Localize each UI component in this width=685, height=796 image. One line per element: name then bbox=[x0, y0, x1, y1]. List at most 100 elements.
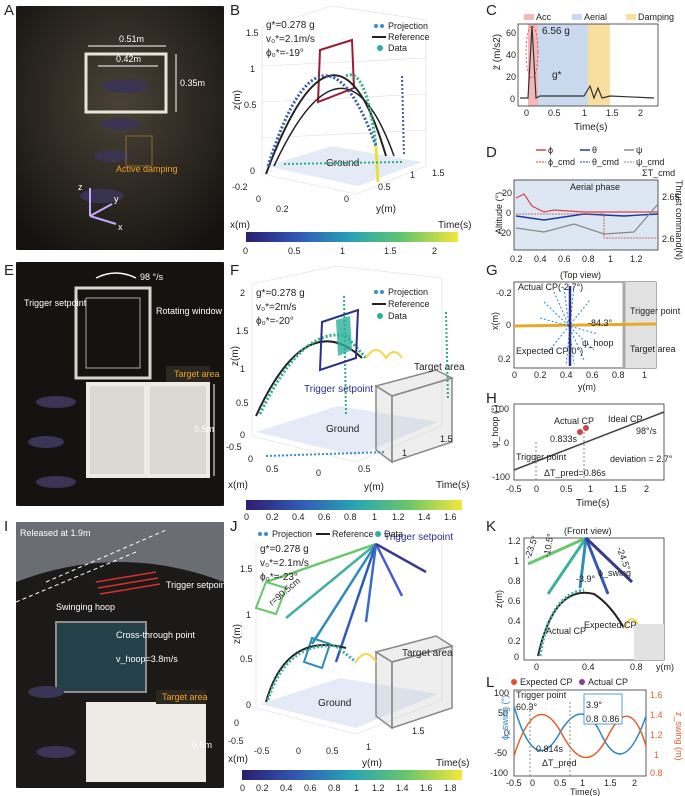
l-angle: 60.3° bbox=[516, 702, 538, 712]
svg-text:0.8: 0.8 bbox=[344, 512, 357, 522]
svg-text:0: 0 bbox=[246, 700, 251, 710]
svg-text:1: 1 bbox=[340, 246, 345, 256]
h-dt1: 0.833s bbox=[550, 434, 578, 444]
svg-text:1.4: 1.4 bbox=[418, 512, 431, 522]
svg-text:1.5: 1.5 bbox=[236, 326, 249, 336]
b-colorbar-title: Time(s) bbox=[438, 220, 472, 231]
svg-text:0.8: 0.8 bbox=[508, 576, 521, 586]
b-legend-projection: Projection bbox=[388, 21, 428, 31]
svg-text:θ: θ bbox=[592, 145, 597, 155]
svg-text:0.2: 0.2 bbox=[508, 636, 521, 646]
panel-label-l: L bbox=[486, 674, 495, 691]
i-released: Released at 1.9m bbox=[20, 528, 91, 538]
svg-text:0.5: 0.5 bbox=[326, 746, 339, 756]
svg-text:Data: Data bbox=[388, 311, 407, 321]
svg-text:0.4: 0.4 bbox=[534, 254, 547, 264]
svg-text:0: 0 bbox=[504, 438, 509, 448]
svg-text:1: 1 bbox=[354, 783, 359, 793]
svg-text:0.6: 0.6 bbox=[558, 254, 571, 264]
svg-text:0: 0 bbox=[506, 208, 511, 218]
svg-text:z(m): z(m) bbox=[232, 90, 243, 110]
svg-text:-0.5: -0.5 bbox=[226, 442, 242, 452]
svg-text:z_swing (m): z_swing (m) bbox=[674, 712, 684, 761]
ground-label: Ground bbox=[326, 158, 359, 169]
svg-text:z(m): z(m) bbox=[232, 624, 243, 644]
axis-x: x bbox=[118, 222, 123, 232]
svg-text:Projection: Projection bbox=[388, 287, 428, 297]
f-target: Target area bbox=[414, 362, 465, 373]
svg-text:x(m): x(m) bbox=[228, 754, 248, 765]
b-legend-data: Data bbox=[388, 43, 407, 53]
f-param-phi: ϕ₀*=-20° bbox=[256, 316, 294, 327]
photo-panel-a: 0.51m 0.42m 0.35m Active damping z y x bbox=[16, 6, 224, 250]
svg-text:1: 1 bbox=[246, 610, 251, 620]
e-target: Target area bbox=[174, 369, 220, 379]
svg-text:Projection: Projection bbox=[272, 529, 312, 539]
svg-text:0.8: 0.8 bbox=[650, 768, 663, 778]
svg-text:0: 0 bbox=[514, 652, 519, 662]
svg-text:1.5: 1.5 bbox=[606, 108, 619, 118]
g-angle: -84.3° bbox=[588, 318, 613, 328]
svg-text:0.2: 0.2 bbox=[256, 783, 269, 793]
svg-text:2.6: 2.6 bbox=[662, 234, 675, 244]
svg-text:y(m): y(m) bbox=[376, 204, 396, 215]
svg-text:1.2: 1.2 bbox=[508, 536, 521, 546]
svg-text:40: 40 bbox=[506, 50, 516, 60]
svg-text:100: 100 bbox=[494, 688, 509, 698]
c-legend-acc: Acc bbox=[536, 12, 552, 22]
i-trigger: Trigger setpoint bbox=[166, 580, 224, 590]
svg-text:2: 2 bbox=[632, 778, 637, 788]
svg-text:0.5: 0.5 bbox=[266, 464, 279, 474]
svg-text:100: 100 bbox=[494, 404, 509, 414]
panel-label-c: C bbox=[486, 2, 497, 19]
panel-label-j: J bbox=[230, 518, 238, 535]
f-param-g: g*=0.278 g bbox=[256, 288, 305, 299]
l-trigger: Trigger point bbox=[516, 690, 567, 700]
svg-text:0.8: 0.8 bbox=[582, 254, 595, 264]
svg-text:Actual CP: Actual CP bbox=[588, 677, 628, 687]
panel-label-a: A bbox=[4, 2, 15, 19]
f-ground: Ground bbox=[326, 424, 359, 435]
e-height: 0.5m bbox=[194, 424, 214, 434]
svg-text:60: 60 bbox=[506, 28, 516, 38]
svg-text:1: 1 bbox=[366, 742, 371, 752]
svg-text:0: 0 bbox=[530, 778, 535, 788]
g-title: (Top view) bbox=[560, 270, 601, 280]
svg-text:1.2: 1.2 bbox=[630, 254, 643, 264]
e-trigger: Trigger setpoint bbox=[24, 298, 87, 308]
g-expected: Expected CP(0°) bbox=[516, 346, 583, 356]
axis-z: z bbox=[78, 182, 83, 192]
svg-text:-20: -20 bbox=[498, 228, 511, 238]
svg-text:1.2: 1.2 bbox=[372, 783, 385, 793]
svg-text:20: 20 bbox=[502, 188, 512, 198]
svg-text:2: 2 bbox=[240, 288, 245, 298]
panel-l-plot: Expected CP Actual CP Trigger point 60.3… bbox=[490, 677, 684, 796]
svg-text:ϕ_swing (°): ϕ_swing (°) bbox=[500, 695, 510, 740]
svg-text:-0.5: -0.5 bbox=[506, 778, 522, 788]
k-actual: Actual CP bbox=[546, 626, 586, 636]
b-legend-reference: Reference bbox=[388, 32, 430, 42]
i-target: Target area bbox=[162, 692, 208, 702]
svg-text:3.9°: 3.9° bbox=[586, 700, 603, 710]
svg-text:0.5: 0.5 bbox=[288, 246, 301, 256]
svg-text:ΣT_cmd: ΣT_cmd bbox=[642, 168, 675, 178]
svg-text:1.4: 1.4 bbox=[650, 710, 663, 720]
svg-text:-0.5: -0.5 bbox=[506, 484, 522, 494]
svg-text:Reference: Reference bbox=[332, 529, 374, 539]
j-colorbar: 0 0.2 0.4 0.6 0.8 1 1.2 1.4 1.6 1.8 bbox=[240, 770, 462, 793]
svg-text:0: 0 bbox=[512, 370, 517, 380]
svg-text:1.5: 1.5 bbox=[240, 564, 253, 574]
svg-text:0.2: 0.2 bbox=[534, 370, 547, 380]
svg-text:0.2: 0.2 bbox=[510, 254, 523, 264]
svg-text:0: 0 bbox=[524, 108, 529, 118]
f-colorbar: 0 0.2 0.4 0.6 0.8 1 1.2 1.4 1.6 bbox=[244, 500, 462, 522]
svg-text:0.5: 0.5 bbox=[378, 182, 391, 192]
j-param-phi: ϕ₀*=-23° bbox=[260, 572, 298, 583]
svg-text:0.6: 0.6 bbox=[508, 596, 521, 606]
svg-text:2: 2 bbox=[644, 484, 649, 494]
panel-label-i: I bbox=[4, 518, 9, 535]
svg-text:0.4: 0.4 bbox=[292, 512, 305, 522]
photo-panel-i: Released at 1.9m Trigger setpoint Swingi… bbox=[16, 522, 224, 788]
svg-text:50: 50 bbox=[498, 708, 508, 718]
svg-text:1.2: 1.2 bbox=[392, 512, 405, 522]
